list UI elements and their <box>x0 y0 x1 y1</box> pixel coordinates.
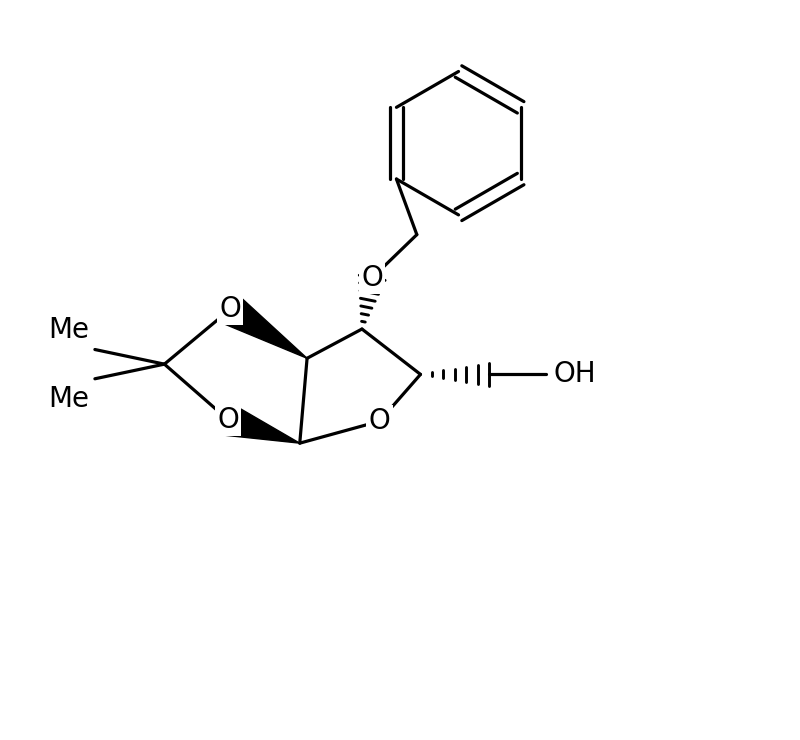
Text: Me: Me <box>48 385 89 413</box>
Text: O: O <box>219 295 241 323</box>
Polygon shape <box>223 405 300 443</box>
Text: Me: Me <box>48 316 89 343</box>
Text: O: O <box>217 406 239 434</box>
Polygon shape <box>222 296 307 358</box>
Text: O: O <box>369 407 390 435</box>
Text: OH: OH <box>554 360 596 388</box>
Text: O: O <box>362 263 383 292</box>
